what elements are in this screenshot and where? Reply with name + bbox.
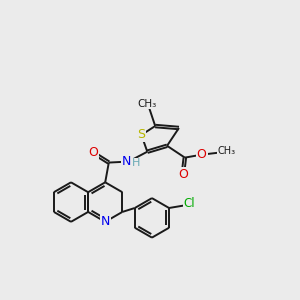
Text: CH₃: CH₃	[217, 146, 236, 156]
Text: N: N	[122, 155, 131, 168]
Text: N: N	[100, 215, 110, 228]
Text: Cl: Cl	[184, 197, 196, 210]
Text: H: H	[131, 158, 140, 168]
Text: S: S	[137, 128, 146, 141]
Text: CH₃: CH₃	[138, 99, 157, 109]
Text: O: O	[88, 146, 98, 159]
Text: O: O	[197, 148, 207, 161]
Text: O: O	[178, 168, 188, 181]
